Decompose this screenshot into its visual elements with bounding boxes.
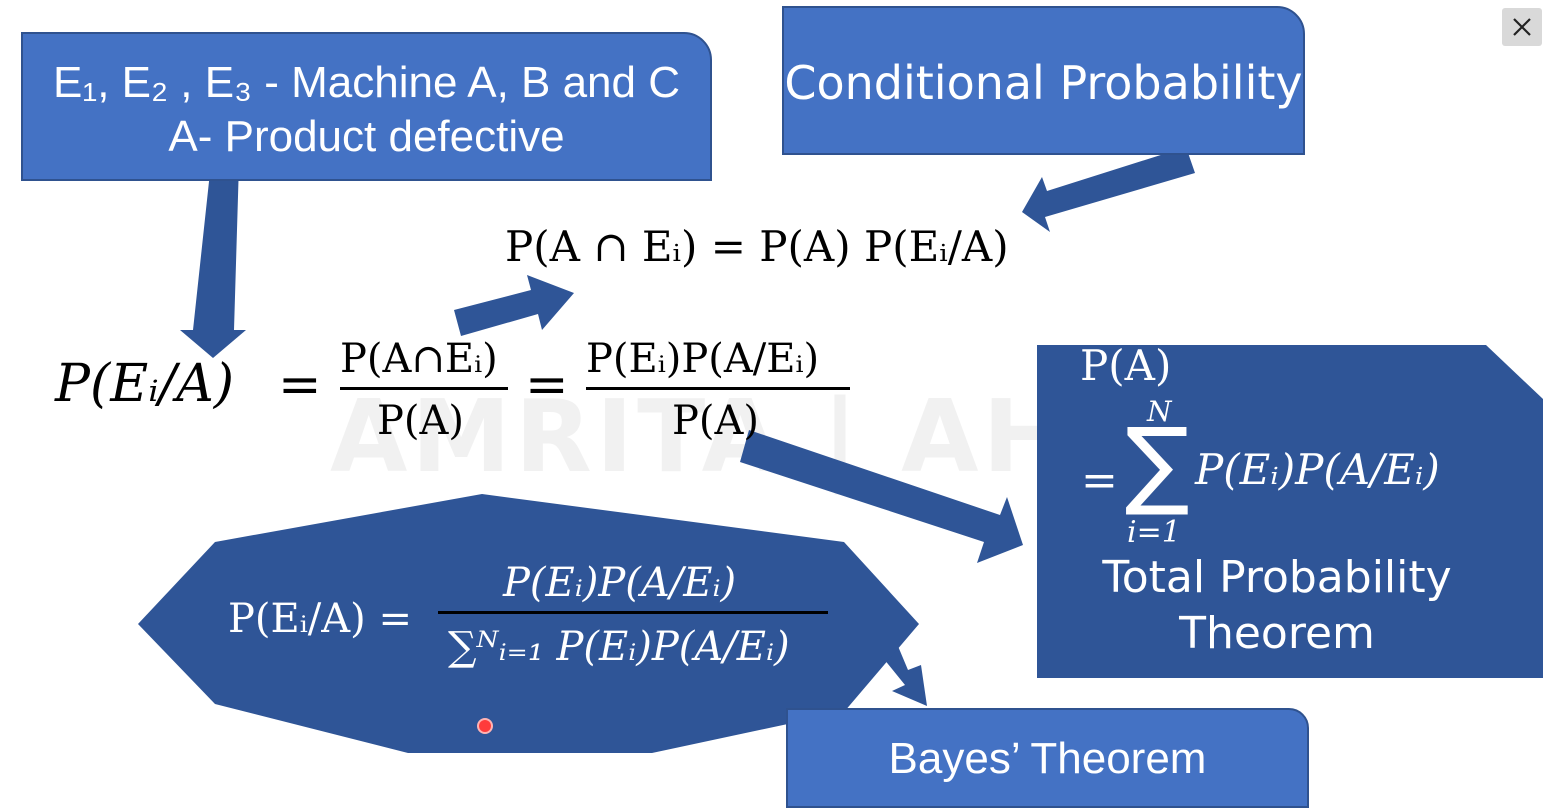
bayes-formula-numerator: P(Eᵢ)P(A/Eᵢ) (503, 560, 737, 606)
bayes-theorem-box: Bayes’ Theorem (786, 708, 1309, 808)
fraction2-bar (586, 387, 850, 390)
close-button[interactable] (1502, 8, 1542, 46)
total-probability-title: Total Probability Theorem (1037, 550, 1517, 662)
defective-line: A- Product defective (168, 112, 565, 161)
total-probability-title-line1: Total Probability (1102, 552, 1452, 603)
arrow-down (180, 163, 246, 358)
total-probability-card: P(A) N = ∑ P(Eᵢ)P(A/Eᵢ) i=1 Total Probab… (1037, 345, 1543, 678)
sum-upper-limit: N (1147, 395, 1172, 428)
fraction2-numerator: P(Eᵢ)P(A/Eᵢ) (586, 336, 820, 382)
total-probability-pa: P(A) (1080, 341, 1172, 390)
machines-box: E₁, E₂ , E₃ - Machine A, B and C A- Prod… (21, 32, 712, 181)
fraction1-bar (340, 387, 508, 390)
bayes-formula-denominator: ∑ᴺᵢ₌₁ P(Eᵢ)P(A/Eᵢ) (448, 624, 790, 670)
bayes-formula-lhs: P(Eᵢ/A) = (228, 596, 412, 642)
close-icon (1513, 18, 1531, 36)
arrow-to-total-probability (740, 430, 1023, 563)
arrow-to-conditional-formula (1022, 147, 1195, 232)
main-formula-equals-2: = (525, 355, 569, 415)
fraction2-denominator: P(A) (672, 398, 760, 444)
machines-line: E₁, E₂ , E₃ - Machine A, B and C (53, 58, 680, 107)
total-probability-equals: = (1081, 455, 1118, 506)
fraction1-denominator: P(A) (377, 398, 465, 444)
laser-pointer (479, 720, 491, 732)
main-formula-equals-1: = (278, 355, 322, 415)
sigma-symbol: ∑ (1125, 407, 1190, 519)
sum-lower-limit: i=1 (1127, 515, 1181, 550)
arrow-to-conditional (454, 275, 574, 336)
total-probability-title-line2: Theorem (1179, 608, 1375, 659)
conditional-formula: P(A ∩ Eᵢ) = P(A) P(Eᵢ/A) (505, 222, 1009, 271)
fraction1-numerator: P(A∩Eᵢ) (340, 336, 498, 382)
conditional-probability-box: Conditional Probability (782, 6, 1305, 155)
main-formula-lhs: P(Eᵢ/A) (55, 354, 235, 414)
sum-term: P(Eᵢ)P(A/Eᵢ) (1195, 445, 1440, 494)
bayes-formula-bar (438, 611, 828, 614)
